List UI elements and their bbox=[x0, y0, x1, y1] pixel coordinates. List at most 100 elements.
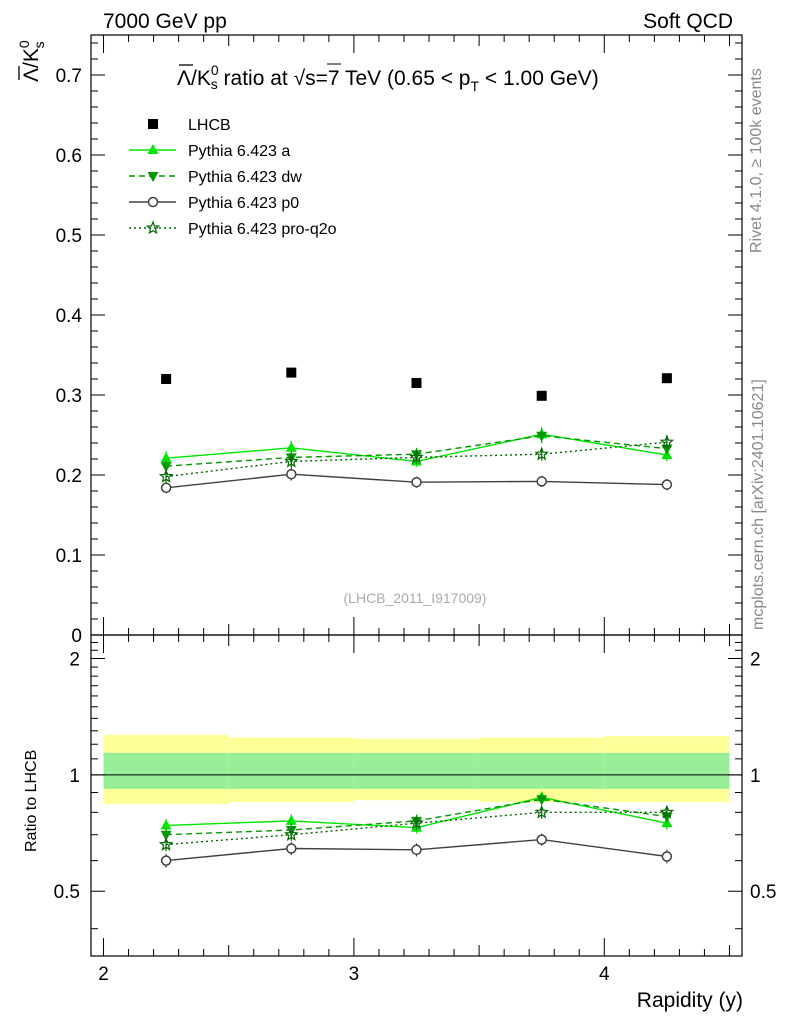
ratio-data-point bbox=[286, 843, 297, 854]
main-series-layer bbox=[158, 367, 675, 494]
svg-text:Λ/K0s ratio at √s=7 TeV (0.65: Λ/K0 s ratio at √s=7 TeV (0.65 < pT < 1.0… bbox=[177, 62, 599, 94]
legend-item: Pythia 6.423 p0 bbox=[129, 195, 299, 212]
main-panel: 00.10.20.30.40.50.60.7 Λ/K0s Λ/K0 s ratio… bbox=[16, 34, 743, 647]
data-point bbox=[536, 476, 547, 487]
ratio-data-point bbox=[160, 830, 172, 841]
legend-marker bbox=[145, 220, 161, 235]
xtick-label: 4 bbox=[599, 964, 610, 985]
uncertainty-band-inner bbox=[604, 752, 730, 789]
legend-marker bbox=[148, 119, 158, 129]
main-ytick-label: 0.6 bbox=[56, 146, 82, 167]
legend-label: Pythia 6.423 p0 bbox=[188, 195, 299, 212]
svg-text:Λ/K0s: Λ/K0s bbox=[16, 40, 47, 82]
rivet-version-label: Rivet 4.1.0, ≥ 100k events bbox=[748, 68, 765, 253]
data-point bbox=[158, 468, 174, 483]
analysis-watermark: (LHCB_2011_I917009) bbox=[344, 590, 487, 606]
series-pythia-6-423-pro-q2o bbox=[158, 434, 675, 483]
main-ytick-label: 0.7 bbox=[56, 66, 82, 87]
legend: LHCB Pythia 6.423 a Pythia 6.423 dw Pythia … bbox=[129, 117, 337, 238]
uncertainty-band-inner bbox=[228, 752, 354, 789]
chart-title: Λ/K0 s ratio at √s=7 TeV (0.65 < pT < 1.0… bbox=[177, 62, 599, 94]
data-point bbox=[536, 390, 547, 401]
legend-item: Pythia 6.423 dw bbox=[129, 169, 302, 186]
ratio-data-point bbox=[534, 804, 549, 819]
legend-marker bbox=[147, 172, 159, 182]
series-lhcb bbox=[161, 367, 672, 401]
uncertainty-band-inner bbox=[479, 752, 605, 789]
legend-item: Pythia 6.423 a bbox=[129, 143, 290, 160]
data-point bbox=[536, 431, 548, 442]
data-point bbox=[409, 449, 424, 464]
data-point bbox=[284, 453, 299, 468]
legend-label: Pythia 6.423 a bbox=[188, 143, 290, 160]
ratio-series-layer bbox=[158, 791, 675, 868]
legend-item: Pythia 6.423 pro-q2o bbox=[129, 220, 337, 238]
data-point bbox=[160, 482, 172, 494]
ratio-series-pythia-6-423-p0 bbox=[160, 833, 673, 868]
main-ylabel: Λ/K0s bbox=[16, 40, 47, 82]
data-point bbox=[659, 434, 675, 449]
ratio-ytick-label: 2 bbox=[69, 649, 80, 670]
header-right: Soft QCD bbox=[643, 10, 733, 33]
ylabel-k-sub: s bbox=[31, 41, 47, 48]
legend-marker bbox=[147, 144, 159, 154]
uncertainty-band-inner bbox=[103, 752, 229, 789]
title-mid: ratio at bbox=[218, 67, 294, 90]
ratio-data-point bbox=[536, 795, 548, 806]
mcplots-label: mcplots.cern.ch [arXiv:2401.10621] bbox=[750, 379, 767, 630]
ratio-ylabel: Ratio to LHCB bbox=[23, 750, 40, 852]
title-lambda: Λ bbox=[177, 67, 191, 90]
legend-item: LHCB bbox=[148, 117, 231, 134]
ratio-ytick-label-right: 0.5 bbox=[750, 882, 776, 903]
ratio-ytick-label: 0.5 bbox=[54, 882, 80, 903]
ratio-data-point bbox=[284, 827, 299, 841]
data-point bbox=[411, 476, 422, 488]
main-ytick-label: 0.2 bbox=[56, 466, 82, 487]
data-point bbox=[160, 462, 172, 473]
title-t-sub: T bbox=[471, 78, 480, 94]
xtick-label: 3 bbox=[349, 964, 360, 985]
ratio-ytick-label-right: 1 bbox=[750, 766, 761, 787]
title-k-sup: 0 bbox=[211, 62, 219, 78]
legend-label: Pythia 6.423 dw bbox=[188, 169, 302, 186]
ylabel-k: K bbox=[20, 48, 43, 62]
title-sqrt: √ bbox=[294, 67, 306, 90]
ratio-data-point bbox=[285, 814, 297, 825]
ratio-bands bbox=[103, 734, 730, 805]
title-k: K bbox=[197, 67, 211, 90]
legend-label: LHCB bbox=[188, 117, 231, 134]
title-tail: < 1.00 GeV) bbox=[479, 67, 599, 90]
legend-label: Pythia 6.423 pro-q2o bbox=[188, 221, 337, 238]
ratio-data-point bbox=[160, 819, 172, 830]
ratio-series-pythia-6-423-pro-q2o bbox=[158, 804, 675, 852]
series-pythia-6-423-p0 bbox=[160, 467, 673, 494]
ratio-ytick-label: 1 bbox=[69, 766, 80, 787]
ratio-data-point bbox=[409, 815, 424, 830]
uncertainty-band-inner bbox=[353, 752, 480, 789]
ratio-data-point bbox=[659, 804, 675, 819]
main-ytick-label: 0.5 bbox=[56, 226, 82, 247]
ratio-data-point bbox=[158, 836, 174, 851]
data-point bbox=[661, 373, 672, 384]
data-point bbox=[534, 446, 549, 461]
data-point bbox=[286, 367, 297, 378]
ratio-axis-ticks: 0.5 0.5 1 1 2 2 2 3 4 bbox=[54, 635, 776, 985]
main-ytick-label: 0.4 bbox=[56, 306, 83, 327]
header-left: 7000 GeV pp bbox=[103, 10, 227, 33]
ratio-data-point bbox=[160, 855, 172, 866]
ratio-data-point bbox=[536, 834, 547, 845]
main-axis-ticks: 0 0.1 0.2 0.3 0.4 0.5 0.6 0.7 bbox=[56, 35, 742, 647]
title-s-eq: s=7 TeV (0.65 < p bbox=[305, 67, 470, 90]
xtick-label: 2 bbox=[98, 964, 109, 985]
ratio-panel: 0.5 0.5 1 1 2 2 2 3 4 Ratio to LHCB Rapidity (y) bbox=[23, 634, 776, 1012]
main-ytick-label: 0.1 bbox=[56, 546, 82, 567]
data-point bbox=[160, 452, 172, 463]
title-k-sub: s bbox=[211, 76, 218, 92]
xaxis-label: Rapidity (y) bbox=[637, 989, 743, 1012]
data-point bbox=[285, 441, 297, 452]
ratio-frame bbox=[90, 634, 743, 957]
ylabel-lambda: Λ bbox=[20, 68, 43, 82]
main-ytick-label: 0 bbox=[71, 626, 82, 647]
data-point bbox=[286, 468, 297, 480]
